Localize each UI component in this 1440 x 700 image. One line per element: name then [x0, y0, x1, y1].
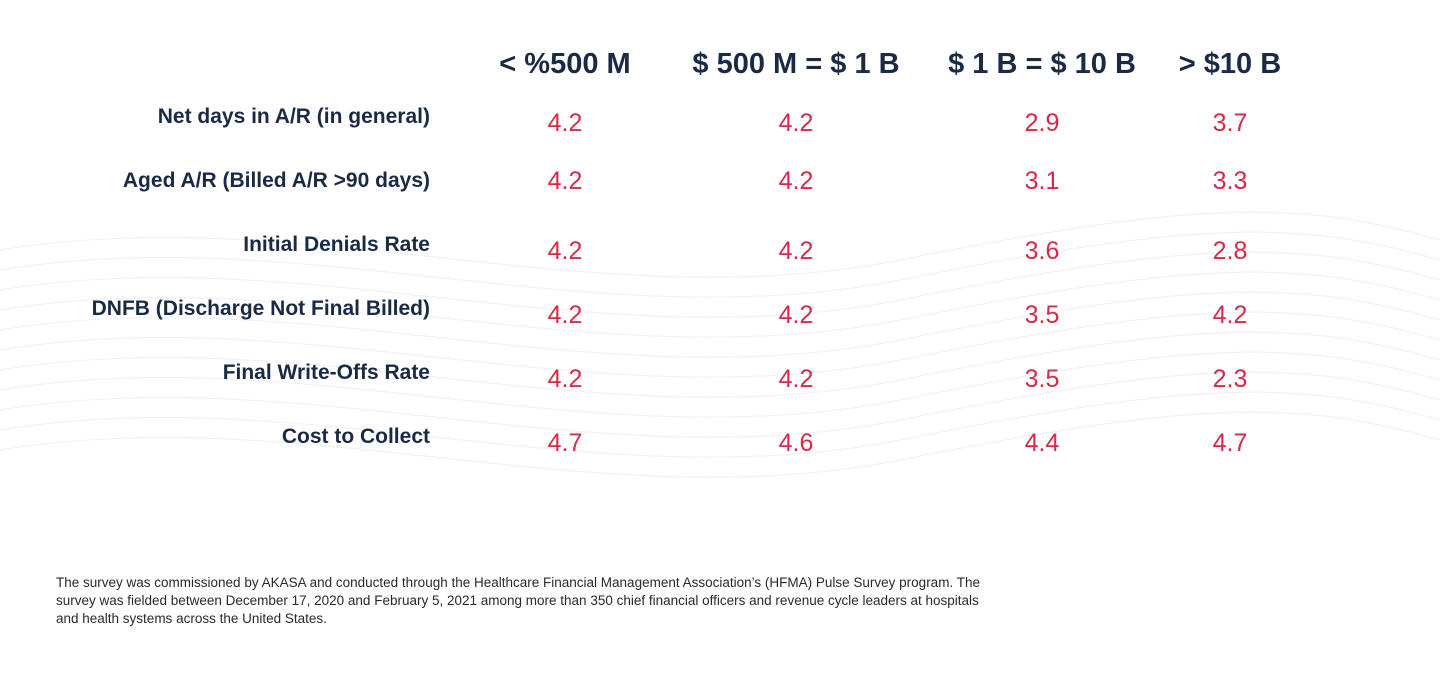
column-header-2: $ 500 M = $ 1 B	[692, 48, 900, 80]
value-cell-r1-c4: 3.7	[1212, 109, 1248, 137]
row-label-5: Final Write-Offs Rate	[222, 361, 430, 384]
column-header-1: < %500 M	[499, 48, 631, 80]
value-cell-r5-c3: 3.5	[1024, 365, 1060, 393]
value-cell-r2-c2: 4.2	[778, 167, 814, 195]
survey-footnote: The survey was commissioned by AKASA and…	[56, 575, 980, 626]
value-cell-r3-c2: 4.2	[778, 237, 814, 265]
value-cell-r5-c4: 2.3	[1212, 365, 1248, 393]
value-cell-r3-c1: 4.2	[547, 237, 583, 265]
column-header-4: > $10 B	[1178, 48, 1282, 80]
row-label-3: Initial Denials Rate	[243, 233, 430, 256]
value-cell-r1-c2: 4.2	[778, 109, 814, 137]
value-cell-r2-c3: 3.1	[1024, 167, 1060, 195]
value-cell-r6-c3: 4.4	[1024, 429, 1060, 457]
value-cell-r4-c4: 4.2	[1212, 301, 1248, 329]
value-cell-r6-c4: 4.7	[1212, 429, 1248, 457]
row-label-6: Cost to Collect	[281, 425, 430, 448]
column-header-3: $ 1 B = $ 10 B	[948, 48, 1136, 80]
value-cell-r2-c4: 3.3	[1212, 167, 1248, 195]
value-cell-r5-c2: 4.2	[778, 365, 814, 393]
value-cell-r5-c1: 4.2	[547, 365, 583, 393]
row-label-1: Net days in A/R (in general)	[157, 105, 430, 128]
value-cell-r4-c1: 4.2	[547, 301, 583, 329]
row-label-2: Aged A/R (Billed A/R >90 days)	[122, 169, 430, 192]
value-cell-r6-c2: 4.6	[778, 429, 814, 457]
value-cell-r3-c3: 3.6	[1024, 237, 1060, 265]
value-cell-r2-c1: 4.2	[547, 167, 583, 195]
value-cell-r3-c4: 2.8	[1212, 237, 1248, 265]
value-cell-r6-c1: 4.7	[547, 429, 583, 457]
value-cell-r1-c1: 4.2	[547, 109, 583, 137]
value-cell-r4-c3: 3.5	[1024, 301, 1060, 329]
value-cell-r1-c3: 2.9	[1024, 109, 1060, 137]
row-label-4: DNFB (Discharge Not Final Billed)	[91, 297, 430, 320]
value-cell-r4-c2: 4.2	[778, 301, 814, 329]
